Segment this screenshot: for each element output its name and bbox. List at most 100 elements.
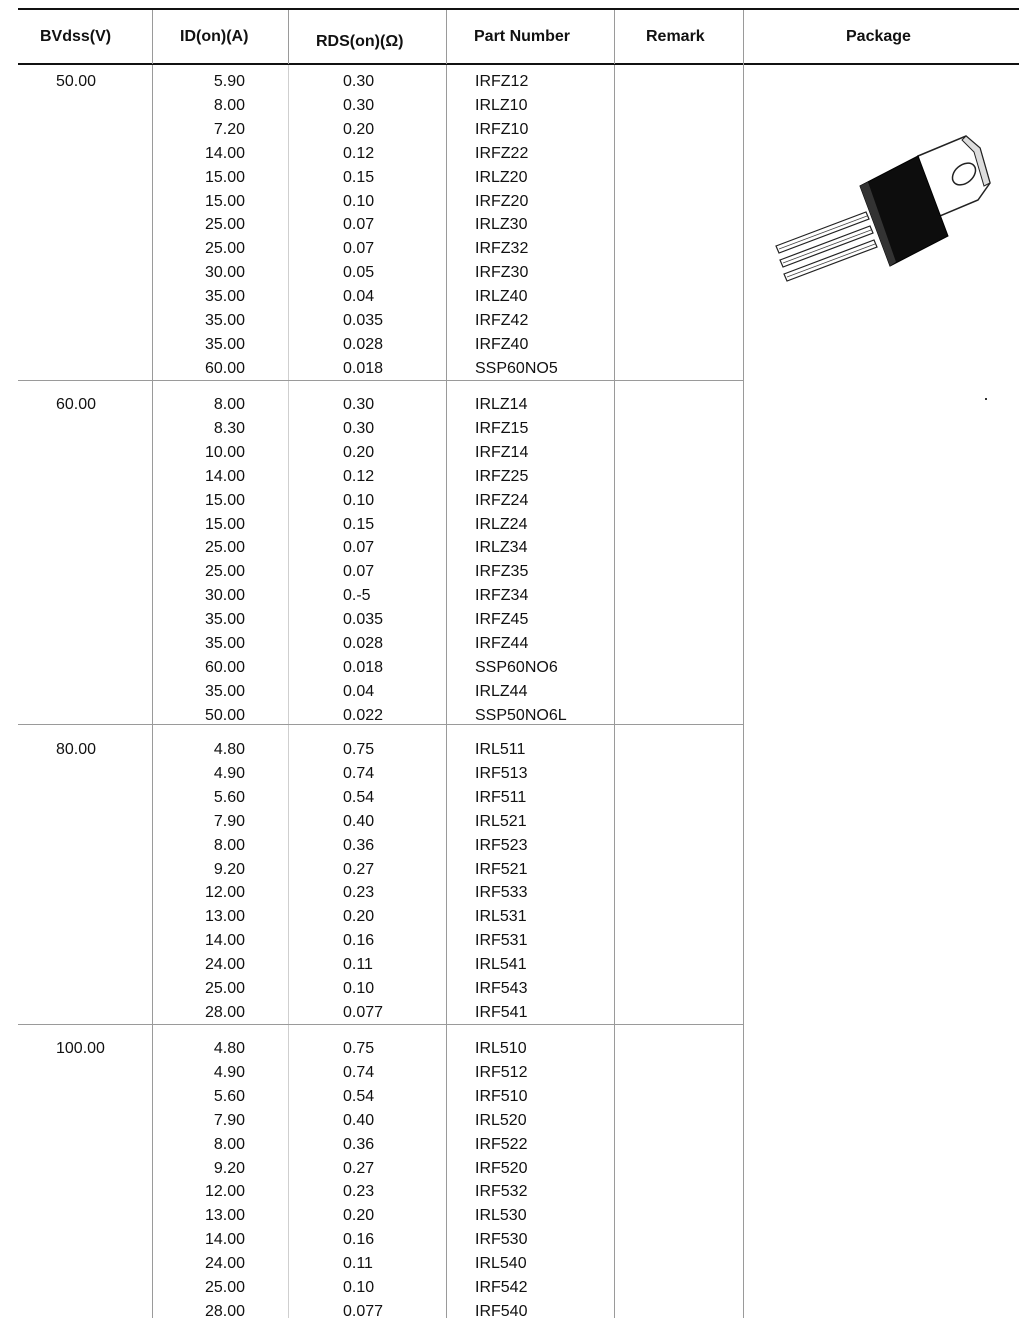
part-number: IRLZ14 [475, 396, 528, 413]
id-on-value: 14.00 [204, 468, 245, 485]
id-on-value: 15.00 [204, 516, 245, 533]
speck [985, 398, 987, 400]
rds-on-value: 0.36 [343, 1136, 375, 1153]
column-divider [446, 65, 447, 1318]
rds-on-value: 0.07 [343, 240, 375, 257]
part-number: IRFZ15 [475, 420, 529, 437]
id-on-value: 8.00 [213, 97, 245, 114]
header-id-on: ID(on)(A) [180, 28, 249, 45]
part-number: IRFZ24 [475, 492, 529, 509]
part-number: IRFZ30 [475, 264, 529, 281]
id-on-value: 7.90 [213, 813, 245, 830]
id-on-value: 9.20 [213, 861, 245, 878]
rds-on-value: 0.018 [343, 360, 384, 377]
id-on-value: 7.20 [213, 121, 245, 138]
id-on-value: 8.00 [213, 1136, 245, 1153]
part-number: IRFZ45 [475, 611, 529, 628]
part-number: IRLZ24 [475, 516, 528, 533]
part-number: IRF543 [475, 980, 528, 997]
part-number: IRFZ32 [475, 240, 529, 257]
rds-on-value: 0.54 [343, 789, 375, 806]
id-on-value: 35.00 [204, 312, 245, 329]
id-on-value: 24.00 [204, 1255, 245, 1272]
part-number: IRFZ42 [475, 312, 529, 329]
rds-on-value: 0.30 [343, 420, 375, 437]
part-number: IRF542 [475, 1279, 528, 1296]
part-number: IRF510 [475, 1088, 528, 1105]
id-on-value: 35.00 [204, 611, 245, 628]
rds-on-value: 0.20 [343, 908, 375, 925]
rds-on-value: 0.07 [343, 539, 375, 556]
part-number: IRFZ40 [475, 336, 529, 353]
id-on-value: 5.90 [213, 73, 245, 90]
header-package: Package [846, 28, 911, 45]
id-on-value: 13.00 [204, 908, 245, 925]
rds-on-value: 0.16 [343, 932, 375, 949]
part-number: IRFZ44 [475, 635, 529, 652]
id-on-value: 12.00 [204, 1183, 245, 1200]
rds-on-value: 0.077 [343, 1004, 384, 1021]
part-number: IRF521 [475, 861, 528, 878]
column-divider [152, 65, 153, 1318]
id-on-value: 4.90 [213, 1064, 245, 1081]
id-on-value: 25.00 [204, 240, 245, 257]
rds-on-value: 0.10 [343, 193, 375, 210]
part-number: IRL530 [475, 1207, 527, 1224]
column-divider [614, 65, 615, 1318]
part-number: IRLZ34 [475, 539, 528, 556]
part-number: IRF511 [475, 789, 527, 806]
id-on-value: 4.80 [213, 1040, 245, 1057]
part-number: IRF522 [475, 1136, 528, 1153]
part-number: SSP50NO6L [475, 707, 567, 724]
rds-on-value: 0.04 [343, 683, 375, 700]
id-on-value: 4.90 [213, 765, 245, 782]
rds-on-value: 0.035 [343, 312, 384, 329]
id-on-value: 5.60 [213, 1088, 245, 1105]
part-number: IRF540 [475, 1303, 528, 1320]
part-number: IRF520 [475, 1160, 528, 1177]
part-number: IRL540 [475, 1255, 527, 1272]
part-number: IRFZ22 [475, 145, 529, 162]
rds-on-value: 0.12 [343, 468, 375, 485]
id-on-value: 12.00 [204, 884, 245, 901]
part-number: IRL511 [475, 741, 526, 758]
part-number: IRF541 [475, 1004, 528, 1021]
rds-on-value: 0.30 [343, 73, 375, 90]
part-number: IRL510 [475, 1040, 527, 1057]
id-on-value: 15.00 [204, 193, 245, 210]
id-on-value: 28.00 [204, 1303, 245, 1320]
id-on-value: 60.00 [204, 659, 245, 676]
rds-on-value: 0.028 [343, 635, 384, 652]
part-number: IRL520 [475, 1112, 527, 1129]
header-bottom-rule [18, 63, 1019, 65]
bvdss-value: 60.00 [56, 396, 97, 413]
header-remark: Remark [646, 28, 705, 45]
rds-on-value: 0.018 [343, 659, 384, 676]
id-on-value: 14.00 [204, 932, 245, 949]
bvdss-value: 100.00 [56, 1040, 105, 1057]
part-number: IRFZ34 [475, 587, 529, 604]
to-220-transistor-icon [775, 135, 991, 282]
part-number: IRL541 [475, 956, 527, 973]
part-number: IRF513 [475, 765, 528, 782]
rds-on-value: 0.10 [343, 492, 375, 509]
header-bvdss: BVdss(V) [40, 28, 112, 45]
rds-on-value: 0.40 [343, 1112, 375, 1129]
id-on-value: 30.00 [204, 264, 245, 281]
id-on-value: 15.00 [204, 169, 245, 186]
rds-on-value: 0.15 [343, 169, 375, 186]
id-on-value: 24.00 [204, 956, 245, 973]
id-on-value: 35.00 [204, 683, 245, 700]
bvdss-value: 50.00 [56, 73, 97, 90]
rds-on-value: 0.40 [343, 813, 375, 830]
id-on-value: 5.60 [213, 789, 245, 806]
id-on-value: 25.00 [204, 539, 245, 556]
part-number: IRFZ10 [475, 121, 529, 138]
group-separator [18, 1024, 744, 1025]
group-separator [18, 380, 744, 381]
id-on-value: 25.00 [204, 1279, 245, 1296]
rds-on-value: 0.75 [343, 741, 375, 758]
id-on-value: 60.00 [204, 360, 245, 377]
id-on-value: 8.30 [213, 420, 245, 437]
